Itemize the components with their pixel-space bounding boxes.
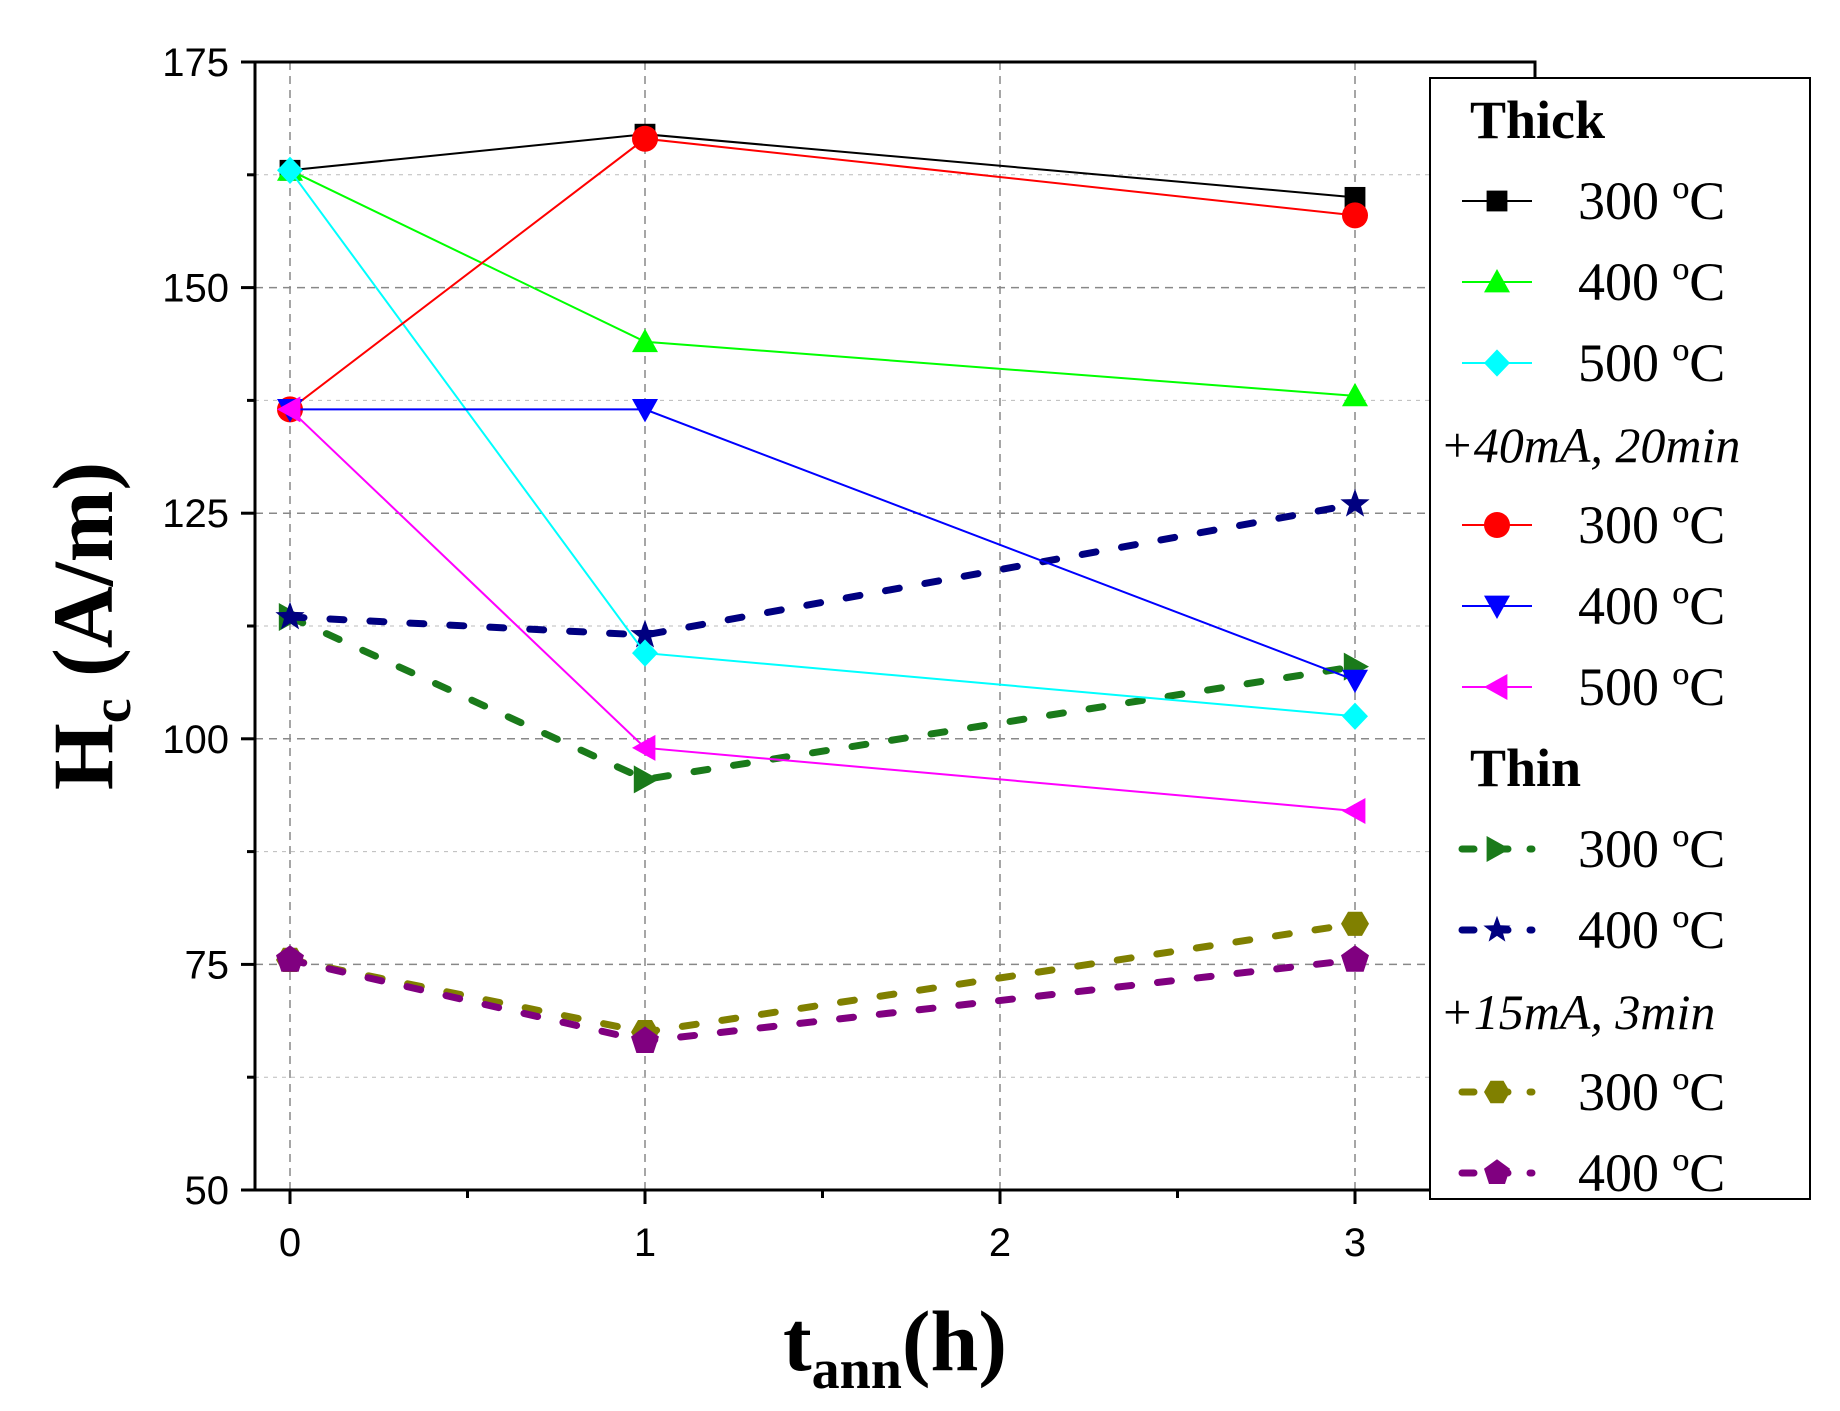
legend-marker bbox=[1483, 915, 1511, 942]
y-tick-label: 150 bbox=[162, 267, 229, 311]
data-point bbox=[632, 734, 656, 761]
legend-label: 300 ºC bbox=[1578, 1062, 1725, 1122]
legend-item: 300 ºC bbox=[1462, 495, 1725, 555]
legend-item: 500 ºC bbox=[1462, 333, 1725, 393]
y-tick-label: 100 bbox=[162, 718, 229, 762]
legend-marker bbox=[1484, 349, 1510, 377]
data-point bbox=[277, 396, 301, 423]
legend-label: 300 ºC bbox=[1578, 819, 1725, 879]
legend-label: 400 ºC bbox=[1578, 900, 1725, 960]
y-tick-label: 50 bbox=[185, 1169, 230, 1213]
x-tick-label: 3 bbox=[1344, 1221, 1366, 1265]
series-3 bbox=[277, 125, 1368, 423]
data-point bbox=[632, 639, 658, 667]
series-line bbox=[286, 920, 1359, 1036]
series-6 bbox=[278, 602, 1369, 794]
legend-box bbox=[1429, 77, 1811, 1200]
legend-marker bbox=[1484, 269, 1510, 293]
series-2 bbox=[277, 156, 1368, 730]
data-point bbox=[276, 945, 304, 972]
legend-item: 400 ºC bbox=[1462, 252, 1725, 312]
data-point bbox=[275, 601, 305, 630]
x-tick-label: 0 bbox=[279, 1221, 301, 1265]
series-line bbox=[289, 169, 1356, 397]
series-line bbox=[290, 408, 1356, 682]
data-point bbox=[631, 1026, 659, 1053]
series-7 bbox=[275, 488, 1370, 648]
data-point bbox=[633, 765, 659, 794]
legend-label: 500 ºC bbox=[1578, 333, 1725, 393]
y-axis-title: Hc (A/m) bbox=[35, 462, 143, 790]
data-point bbox=[632, 328, 658, 353]
legend-group-title: Thick bbox=[1470, 90, 1605, 150]
legend-group-title: +15mA, 3min bbox=[1440, 984, 1715, 1040]
x-tick-label: 2 bbox=[989, 1221, 1011, 1265]
series-4 bbox=[277, 399, 1368, 694]
series-layer bbox=[275, 123, 1370, 1053]
series-line bbox=[289, 133, 1356, 199]
legend-item: 300 ºC bbox=[1462, 171, 1725, 231]
series-line bbox=[289, 169, 1356, 718]
legend-group-title: +40mA, 20min bbox=[1440, 417, 1740, 473]
legend-label: 500 ºC bbox=[1578, 657, 1725, 717]
y-tick-label: 175 bbox=[162, 41, 229, 85]
data-point bbox=[1342, 202, 1368, 229]
legend-label: 400 ºC bbox=[1578, 576, 1725, 636]
data-point bbox=[1341, 911, 1369, 936]
legend-item: 300 ºC bbox=[1458, 819, 1725, 879]
axes: 0 1 2 3 50 75 100 125 150 175 bbox=[162, 41, 1366, 1265]
legend-item: 400 ºC bbox=[1458, 900, 1725, 960]
series-line bbox=[289, 137, 1356, 411]
data-point bbox=[1342, 669, 1368, 694]
data-point bbox=[632, 125, 658, 152]
series-1 bbox=[277, 157, 1368, 407]
x-axis-title: tann(h) bbox=[783, 1293, 1007, 1401]
legend-label: 400 ºC bbox=[1578, 252, 1725, 312]
data-point bbox=[632, 399, 658, 423]
data-point bbox=[1342, 702, 1368, 730]
x-tick-label: 1 bbox=[634, 1221, 656, 1265]
legend-marker bbox=[1484, 674, 1508, 700]
series-0 bbox=[279, 123, 1366, 208]
legend-marker bbox=[1484, 1080, 1510, 1104]
legend-label: 300 ºC bbox=[1578, 171, 1725, 231]
series-9 bbox=[276, 945, 1369, 1053]
legend-item: 300 ºC bbox=[1458, 1062, 1725, 1122]
legend-item: 400 ºC bbox=[1458, 1143, 1725, 1203]
legend-group-title: Thin bbox=[1470, 738, 1581, 798]
legend-marker bbox=[1486, 836, 1510, 862]
data-point bbox=[1341, 945, 1369, 972]
legend-label: 400 ºC bbox=[1578, 1143, 1725, 1203]
data-point bbox=[277, 156, 303, 184]
legend: Thick 300 ºC 400 ºC 500 ºC +40mA, 20min 300 º… bbox=[1429, 77, 1811, 1203]
legend-item: 500 ºC bbox=[1462, 657, 1725, 717]
data-point bbox=[1342, 797, 1366, 824]
y-tick-label: 125 bbox=[162, 492, 229, 536]
data-point bbox=[630, 619, 660, 648]
series-line bbox=[286, 613, 1359, 784]
y-tick-label: 75 bbox=[185, 943, 230, 987]
series-5 bbox=[277, 396, 1366, 824]
data-point bbox=[1344, 186, 1366, 208]
legend-label: 300 ºC bbox=[1578, 495, 1725, 555]
series-line bbox=[286, 956, 1359, 1045]
legend-marker bbox=[1484, 1159, 1510, 1184]
data-point bbox=[1342, 382, 1368, 407]
legend-marker bbox=[1484, 512, 1510, 538]
legend-marker bbox=[1486, 190, 1508, 212]
data-point bbox=[1340, 488, 1370, 517]
series-line bbox=[286, 500, 1359, 639]
legend-item: 400 ºC bbox=[1462, 576, 1725, 636]
legend-marker bbox=[1484, 595, 1510, 619]
